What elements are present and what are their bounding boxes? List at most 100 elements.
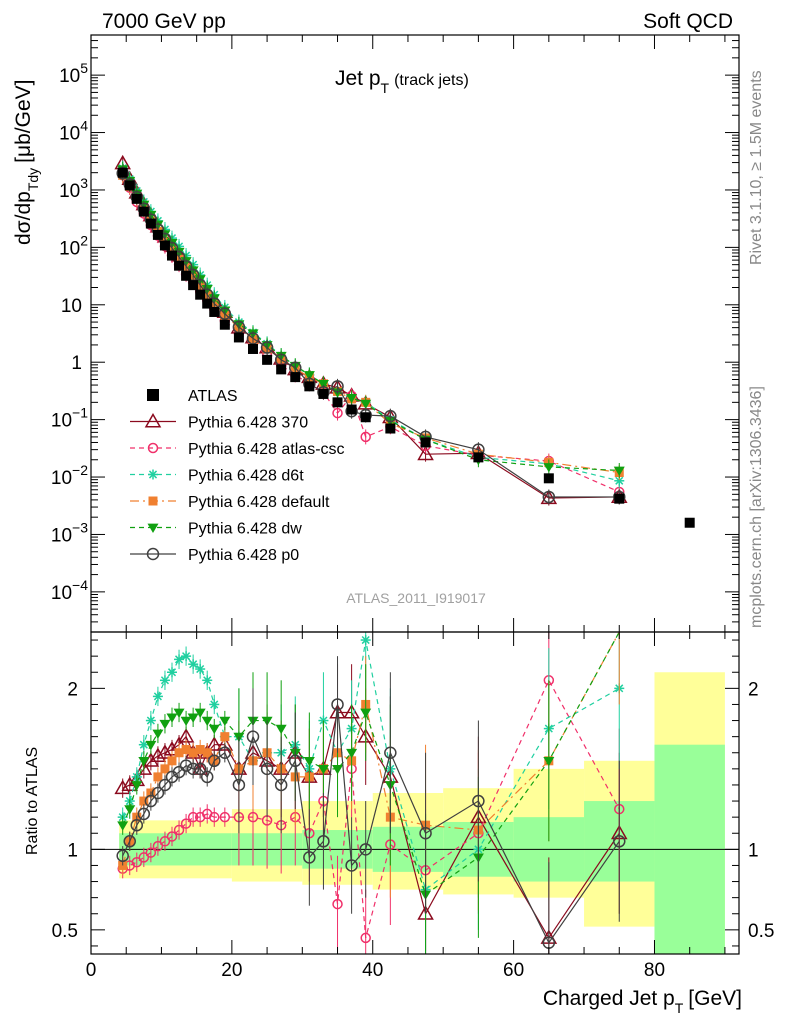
data-point [542, 490, 556, 504]
legend-label: ATLAS [188, 388, 238, 405]
ratio-line [122, 631, 620, 866]
data-point [218, 307, 232, 320]
atlas-data-point [346, 404, 357, 415]
atlas-data-point [233, 332, 244, 343]
y-ratio-tick-label: 2 [67, 679, 78, 700]
atlas-data-point [360, 412, 371, 423]
atlas-data-point [167, 250, 177, 261]
series-main-d6t [117, 160, 625, 489]
ratio-point [172, 765, 186, 779]
y-ratio-tick-label-right: 0.5 [748, 921, 774, 942]
ratio-point [345, 859, 358, 872]
ratio-point [220, 732, 230, 742]
legend-entry: Pythia 6.428 370 [130, 412, 308, 432]
y-tick-exponent: −2 [72, 462, 88, 478]
ratio-point [384, 746, 397, 759]
star-stroke [203, 676, 212, 685]
ratio-point [200, 770, 214, 784]
ratio-point [219, 716, 231, 727]
ratio-point [274, 778, 288, 792]
atlas-data-point [304, 381, 315, 392]
energy-label: 7000 GeV pp [102, 10, 226, 33]
star-stroke [160, 676, 170, 685]
ratio-point [419, 827, 432, 840]
series-main-default [118, 167, 624, 480]
ratio-point [202, 675, 213, 686]
star-stroke [139, 740, 148, 749]
ratio-point [174, 748, 184, 758]
y-ratio-tick-label: 1 [67, 840, 78, 861]
ratio-point [543, 756, 555, 767]
ratio-point [317, 835, 330, 848]
legend: ATLAS Pythia 6.428 370 Pythia 6.428 atlas-… [130, 388, 345, 564]
atlas-data-point [332, 397, 343, 408]
ratio-point [131, 856, 143, 868]
atlas-data-point [219, 319, 230, 330]
ratio-point [187, 713, 199, 723]
y-axis-label-main: dσ/dpTdy [μb/GeV] [12, 80, 41, 246]
legend-entry: Pythia 6.428 d6t [130, 468, 304, 485]
series-ratio-p0 [116, 656, 626, 954]
ratio-point [188, 659, 199, 670]
legend-entry: Pythia 6.428 atlas-csc [130, 441, 345, 458]
rivet-label: Rivet 3.1.10, ≥ 1.5M events [748, 70, 765, 265]
ratio-point [195, 664, 206, 675]
ratio-point [193, 762, 207, 776]
ratio-line [122, 704, 620, 944]
chart-title: Jet pT (track jets) [335, 67, 469, 96]
series-main-atlas [117, 167, 695, 528]
atlas-data-point [290, 372, 301, 383]
data-point [417, 445, 434, 461]
star-stroke [182, 652, 191, 661]
legend-marker [146, 547, 160, 561]
ratio-point [124, 805, 136, 815]
ratio-point [167, 667, 177, 678]
ratio-point [180, 716, 192, 727]
star-stroke [210, 700, 219, 709]
ratio-point [166, 713, 178, 723]
atlas-data-point [188, 280, 199, 291]
series-main-p0 [116, 165, 626, 505]
atlas-data-point [248, 343, 258, 354]
data-point [346, 393, 358, 404]
ratio-point [139, 796, 149, 806]
atlas-data-point [195, 289, 206, 300]
ratio-point [317, 765, 329, 775]
atlas-data-point [385, 423, 396, 434]
ratio-point [188, 748, 198, 758]
y-axis-label-ratio: Ratio to ATLAS [24, 747, 41, 855]
y-main-tick-label: 105 [59, 60, 88, 87]
atlas-data-point [684, 517, 695, 528]
star-stroke [361, 635, 370, 645]
star-stroke [196, 664, 205, 674]
ratio-point [201, 716, 213, 727]
x-tick-label: 40 [362, 960, 383, 981]
legend-label: Pythia 6.428 370 [188, 415, 308, 432]
ratio-point [173, 708, 185, 718]
legend-label: Pythia 6.428 p0 [188, 547, 299, 564]
ratio-point [260, 762, 274, 776]
series-line [122, 167, 620, 482]
legend-marker [148, 496, 158, 506]
ratio-point [360, 932, 371, 944]
data-point [543, 463, 555, 473]
atlas-data-point [159, 240, 170, 251]
data-point [384, 409, 397, 423]
atlas-data-point [543, 473, 554, 484]
legend-label: Pythia 6.428 default [188, 494, 330, 511]
ratio-point [123, 835, 136, 848]
ratio-point [247, 811, 259, 823]
ratio-point [145, 847, 157, 858]
ratio-point [114, 779, 131, 795]
y-main-tick-label: 102 [59, 232, 88, 259]
legend-marker [147, 442, 159, 454]
legend-entry: Pythia 6.428 default [130, 494, 330, 511]
x-axis-label: Charged Jet pT [GeV] [543, 987, 742, 1016]
y-tick-base: 10 [59, 181, 80, 202]
ratio-point [360, 635, 371, 646]
atlas-data-point [131, 193, 142, 204]
star-stroke [167, 668, 177, 677]
ratio-point [151, 786, 165, 800]
ratio-point [289, 754, 302, 768]
